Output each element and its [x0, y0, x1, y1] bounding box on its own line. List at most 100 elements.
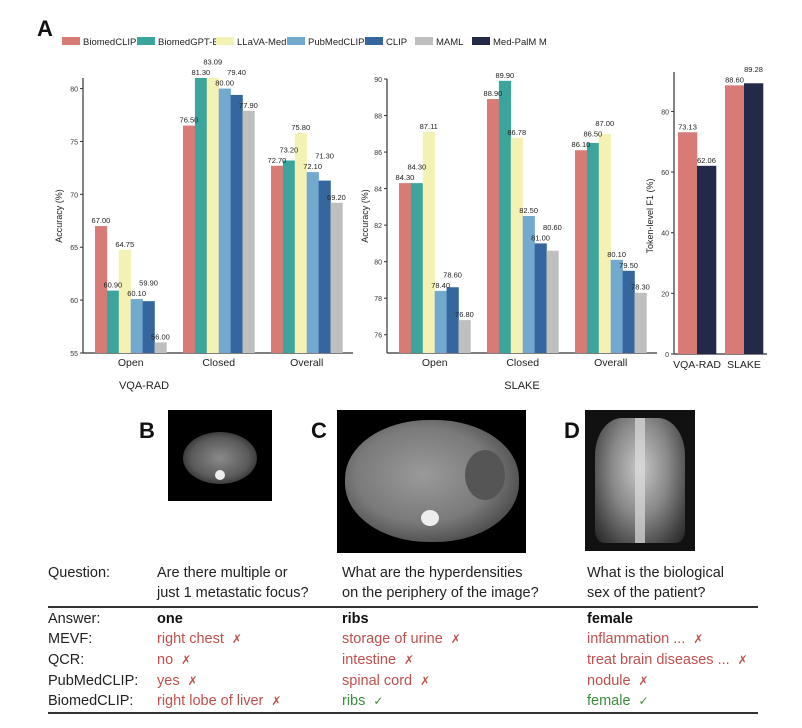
bar-value-label: 80.60 [543, 223, 562, 232]
y-tick-label: 40 [661, 231, 669, 238]
y-tick-label: 20 [661, 291, 669, 298]
bar-value-label: 86.50 [583, 130, 602, 139]
bar-med-palm-m [744, 83, 764, 354]
bar-value-label: 82.50 [519, 206, 538, 215]
bar-value-label: 75.80 [291, 123, 310, 132]
bar-value-label: 78.60 [443, 270, 462, 279]
bar-clip [446, 287, 459, 353]
mevf-cell: storage of urine ✗ [342, 630, 461, 649]
bar-pubmedclip [434, 290, 447, 353]
bar-value-label: 71.30 [315, 152, 334, 161]
chart-slake: 76 78 80 82 84 86 88 90 Open Closed Overall 84.3084… [374, 71, 657, 369]
bar-value-label: 77.90 [239, 101, 258, 110]
row-label-question: Question: [48, 565, 111, 581]
prediction-text: ribs [342, 693, 366, 709]
bar-value-label: 89.28 [744, 65, 763, 74]
bar-biomedclip [271, 165, 284, 353]
legend-label: Med-PalM M [493, 37, 547, 48]
bar-value-label: 81.00 [531, 233, 550, 242]
bar-llava-med [118, 249, 131, 353]
x-axis-title-vqa-rad: VQA-RAD [119, 380, 169, 392]
y-tick-label: 55 [70, 351, 78, 358]
bar-maml [154, 342, 167, 353]
bar-med-palm-m [697, 165, 717, 354]
bar-llava-med [294, 133, 307, 353]
y-tick-label: 80 [661, 109, 669, 116]
cross-icon: ✗ [420, 674, 431, 688]
legend: BiomedCLIP BiomedGPT-B LLaVA-Med PubMedCLIP… [62, 37, 547, 48]
prediction-text: nodule [587, 673, 631, 689]
bar-biomedgpt-b [194, 78, 208, 353]
bar-maml [546, 250, 559, 353]
x-category-label: Overall [290, 357, 323, 369]
y-tick-label: 0 [665, 352, 669, 359]
check-icon: ✓ [638, 694, 649, 708]
panel-label-a: A [37, 16, 53, 41]
prediction-text: intestine [342, 652, 397, 668]
prediction-text: treat brain diseases ... [587, 652, 730, 668]
prediction-text: right lobe of liver [157, 693, 264, 709]
chart-token-f1: 0 20 40 60 80 VQA-RAD SLAKE 73.13 62.06 88.6089.2… [661, 65, 767, 371]
bar-value-label: 88.60 [725, 75, 744, 84]
bar-value-label: 67.00 [92, 216, 111, 225]
bar-value-label: 87.11 [420, 122, 438, 131]
cross-icon: ✗ [450, 632, 461, 646]
check-icon: ✓ [373, 694, 384, 708]
qcr-cell: treat brain diseases ... ✗ [587, 651, 748, 670]
y-tick-label: 60 [70, 298, 78, 305]
bar-value-label: 86.78 [507, 128, 526, 137]
bar-clip [622, 270, 635, 353]
bar-biomedgpt-b [106, 290, 120, 353]
cross-icon: ✗ [187, 674, 198, 688]
x-category-label: Open [118, 357, 144, 369]
cross-icon: ✗ [271, 694, 282, 708]
legend-swatch [472, 37, 490, 45]
bar-biomedclip [95, 226, 108, 353]
legend-swatch [62, 37, 80, 45]
bar-value-label: 84.30 [396, 173, 415, 182]
chart-vqa-rad: 55 60 65 70 75 80 Open Closed Overall 67.00 60.90 6… [70, 58, 353, 369]
row-label-answer: Answer: [48, 611, 101, 627]
cross-icon: ✗ [181, 653, 192, 667]
bar-value-label: 88.90 [484, 89, 503, 98]
question-c-line2: on the periphery of the image? [342, 585, 539, 601]
prediction-text: spinal cord [342, 673, 413, 689]
bar-maml [330, 202, 343, 353]
panel-label-b: B [139, 418, 155, 443]
bar-value-label: 72.10 [303, 162, 322, 171]
prediction-text: yes [157, 673, 180, 689]
y-tick-label: 86 [374, 150, 382, 157]
bar-pubmedclip [522, 216, 535, 353]
legend-label: LLaVA-Med [237, 37, 286, 48]
cross-icon: ✗ [638, 674, 649, 688]
bar-value-label: 62.06 [697, 156, 716, 165]
bar-biomedgpt-b [410, 183, 424, 353]
cross-icon: ✗ [404, 653, 415, 667]
bar-clip [534, 243, 547, 353]
legend-label: BiomedCLIP [83, 37, 136, 48]
question-b-line2: just 1 metastatic focus? [157, 585, 309, 601]
xray-image-d [585, 410, 695, 551]
pubmedclip-cell: spinal cord ✗ [342, 672, 430, 691]
x-category-label: SLAKE [727, 359, 761, 371]
bar-llava-med [206, 78, 219, 353]
mevf-cell: right chest ✗ [157, 630, 242, 649]
bar-biomedclip [183, 125, 196, 353]
y-tick-label: 65 [70, 245, 78, 252]
question-c-line1: What are the hyperdensities [342, 565, 523, 581]
prediction-text: storage of urine [342, 631, 443, 647]
legend-swatch [216, 37, 234, 45]
y-axis-title-slake: Accuracy (%) [360, 189, 370, 243]
bar-maml [242, 110, 255, 354]
y-tick-label: 90 [374, 77, 382, 84]
bar-value-label: 86.10 [572, 140, 591, 149]
bar-value-label: 83.09 [203, 58, 222, 67]
bar-value-label: 79.40 [227, 68, 246, 77]
bar-value-label: 64.75 [115, 240, 134, 249]
legend-label: PubMedCLIP [308, 37, 365, 48]
bar-biomedclip [487, 99, 500, 354]
bar-charts: BiomedCLIP BiomedGPT-B LLaVA-Med PubMedCLIP… [54, 37, 767, 392]
bar-llava-med [598, 133, 611, 353]
biomedclip-cell: right lobe of liver ✗ [157, 692, 281, 711]
x-category-label: Open [422, 357, 448, 369]
